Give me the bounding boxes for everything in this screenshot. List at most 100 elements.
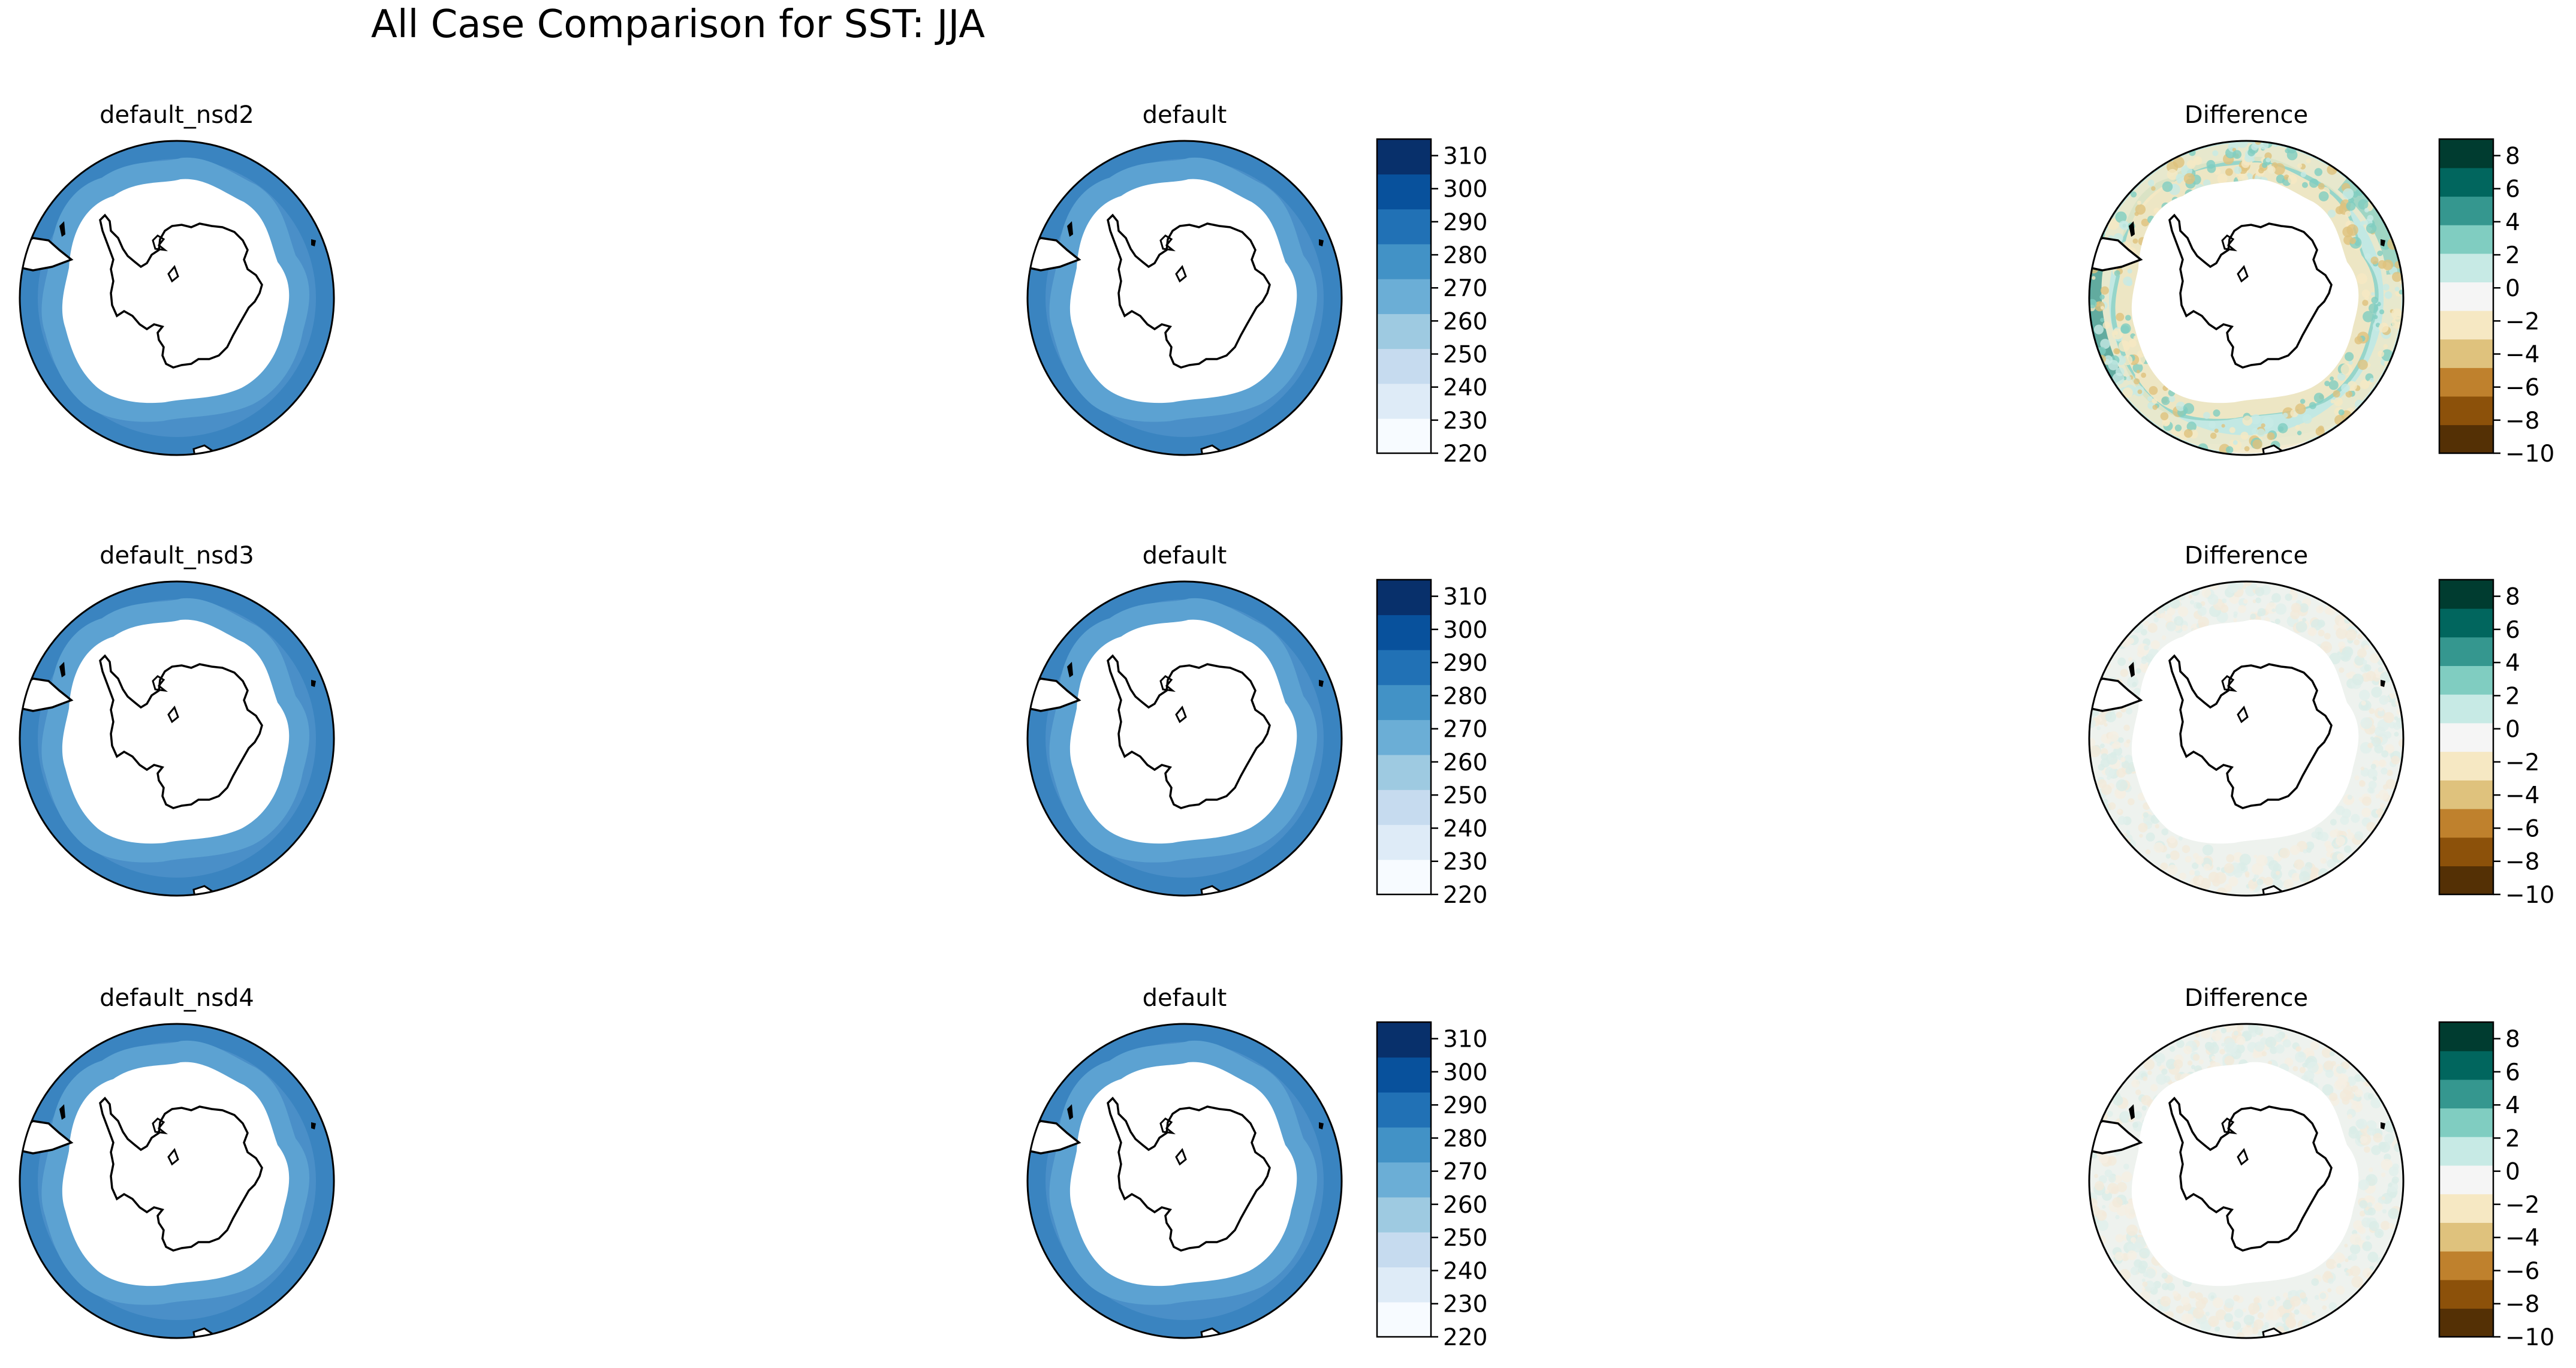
colorbar-band bbox=[1377, 580, 1431, 616]
colorbar-band bbox=[1377, 1057, 1431, 1093]
colorbar-tick-label: 280 bbox=[1443, 242, 1487, 269]
map-boundary bbox=[2088, 140, 2405, 456]
colorbar-tick-label: 230 bbox=[1443, 849, 1487, 876]
colorbar-tick-label: −6 bbox=[2505, 1258, 2540, 1285]
colorbar-difference: −10 −8 −6 −4 −2 0 2 4 6 8 bbox=[2438, 138, 2554, 468]
colorbar-band bbox=[1377, 139, 1431, 175]
colorbar-band bbox=[2439, 694, 2493, 724]
colorbar-tick-label: 300 bbox=[1443, 1059, 1487, 1086]
colorbar-tick-label: 260 bbox=[1443, 308, 1487, 335]
colorbar-tick-label: 0 bbox=[2505, 716, 2520, 743]
colorbar-band bbox=[1377, 314, 1431, 349]
map-panel: Difference −10 −8 −6 −4 −2 0 2 4 6 8 bbox=[2088, 101, 2554, 468]
colorbar-field: 220 230 240 250 260 270 280 290 300 310 bbox=[1376, 1021, 1487, 1351]
colorbar-tick-label: 290 bbox=[1443, 1092, 1487, 1119]
antarctica-outline bbox=[1107, 1096, 1271, 1252]
colorbar-tick-label: 8 bbox=[2505, 584, 2520, 611]
colorbar-band bbox=[2439, 339, 2493, 368]
colorbar-tick-label: 280 bbox=[1443, 683, 1487, 710]
colorbar-band bbox=[1377, 418, 1431, 454]
map-boundary bbox=[2088, 1023, 2405, 1339]
colorbar-field: 220 230 240 250 260 270 280 290 300 310 bbox=[1376, 138, 1487, 468]
colorbar-band bbox=[2439, 808, 2493, 838]
map-disc bbox=[1026, 1023, 1343, 1339]
colorbar-band bbox=[2439, 367, 2493, 397]
map-panel: Difference −10 −8 −6 −4 −2 0 2 4 6 8 bbox=[2088, 542, 2554, 909]
colorbar-frame bbox=[2438, 138, 2494, 454]
colorbar-band bbox=[1377, 1092, 1431, 1128]
colorbar-band bbox=[2439, 1165, 2493, 1195]
colorbar-band bbox=[1377, 649, 1431, 685]
colorbar-tick-label: 220 bbox=[1443, 441, 1487, 468]
colorbar-band bbox=[1377, 719, 1431, 755]
map-panel: default_nsd2 bbox=[19, 101, 335, 456]
colorbar-tick-label: 220 bbox=[1443, 882, 1487, 909]
colorbar-tick-label: 280 bbox=[1443, 1125, 1487, 1152]
panel-row: default_nsd2 default220230240250260270280… bbox=[19, 101, 2554, 468]
island bbox=[311, 680, 316, 687]
panel-title: default_nsd3 bbox=[100, 542, 254, 570]
colorbar-band bbox=[1377, 824, 1431, 860]
colorbar-band bbox=[2439, 1079, 2493, 1108]
antarctica-outline bbox=[2168, 213, 2333, 369]
colorbar-frame bbox=[2438, 578, 2494, 896]
colorbar-tick-label: 310 bbox=[1443, 143, 1487, 170]
colorbar-band bbox=[2439, 1308, 2493, 1337]
colorbar-tick-label: 300 bbox=[1443, 617, 1487, 644]
colorbar-tick-label: 240 bbox=[1443, 1258, 1487, 1285]
colorbar-band bbox=[1377, 754, 1431, 790]
map-boundary bbox=[1026, 1023, 1343, 1339]
colorbar-tick-label: 6 bbox=[2505, 1059, 2520, 1086]
colorbar-band bbox=[2439, 637, 2493, 666]
colorbar-band bbox=[2439, 282, 2493, 311]
island bbox=[2381, 680, 2385, 687]
panel-title: Difference bbox=[2185, 542, 2308, 570]
colorbar-tick-label: −4 bbox=[2505, 782, 2540, 809]
colorbar-tick-label: −10 bbox=[2505, 441, 2554, 468]
colorbar-tick-label: 4 bbox=[2505, 650, 2520, 677]
colorbar-difference: −10 −8 −6 −4 −2 0 2 4 6 8 bbox=[2438, 1021, 2554, 1351]
colorbar-band bbox=[2439, 665, 2493, 695]
colorbar-frame bbox=[2438, 1021, 2494, 1338]
colorbar-tick-label: 6 bbox=[2505, 176, 2520, 203]
colorbar-band bbox=[2439, 722, 2493, 752]
map-panel: default 220 230 240 250 260 270 280 290 300 310 bbox=[1026, 542, 1487, 909]
colorbar-tick-label: 310 bbox=[1443, 1026, 1487, 1053]
island bbox=[1319, 1122, 1324, 1129]
panel-title: default bbox=[1143, 101, 1227, 129]
colorbar-tick-label: 4 bbox=[2505, 209, 2520, 236]
panel-title: Difference bbox=[2185, 984, 2308, 1012]
colorbar-band bbox=[1377, 174, 1431, 210]
colorbar-band bbox=[1377, 614, 1431, 650]
colorbar-tick-label: 0 bbox=[2505, 1159, 2520, 1186]
colorbar-tick-label: 8 bbox=[2505, 1026, 2520, 1053]
colorbar-tick-label: 300 bbox=[1443, 176, 1487, 203]
antarctica-outline bbox=[99, 1096, 263, 1252]
colorbar-tick-label: −8 bbox=[2505, 1291, 2540, 1318]
antarctica-outline bbox=[2168, 654, 2333, 809]
map-disc bbox=[1026, 140, 1343, 456]
colorbar-band bbox=[2439, 196, 2493, 225]
map-disc bbox=[2088, 1023, 2405, 1339]
island bbox=[1319, 239, 1324, 246]
colorbar-tick-label: 250 bbox=[1443, 782, 1487, 809]
colorbar-band bbox=[1377, 790, 1431, 825]
colorbar-tick-label: 2 bbox=[2505, 683, 2520, 710]
colorbar-tick-label: 270 bbox=[1443, 716, 1487, 743]
map-panel: default 220 230 240 250 260 270 280 290 300 310 bbox=[1026, 984, 1487, 1351]
colorbar-tick-label: −2 bbox=[2505, 1192, 2540, 1219]
colorbar-tick-label: 220 bbox=[1443, 1324, 1487, 1351]
colorbar-band bbox=[1377, 209, 1431, 245]
map-panel: default 220 230 240 250 260 270 280 290 300 310 bbox=[1026, 101, 1487, 468]
map-boundary bbox=[19, 1023, 335, 1339]
colorbar-band bbox=[2439, 396, 2493, 426]
map-boundary bbox=[2088, 580, 2405, 897]
colorbar-tick-label: 260 bbox=[1443, 1192, 1487, 1219]
colorbar-tick-label: 270 bbox=[1443, 1159, 1487, 1186]
colorbar-band bbox=[2439, 1108, 2493, 1137]
colorbar-band bbox=[1377, 243, 1431, 279]
antarctica-outline bbox=[1107, 213, 1271, 369]
panel-title: Difference bbox=[2185, 101, 2308, 129]
colorbar-band bbox=[2439, 253, 2493, 282]
